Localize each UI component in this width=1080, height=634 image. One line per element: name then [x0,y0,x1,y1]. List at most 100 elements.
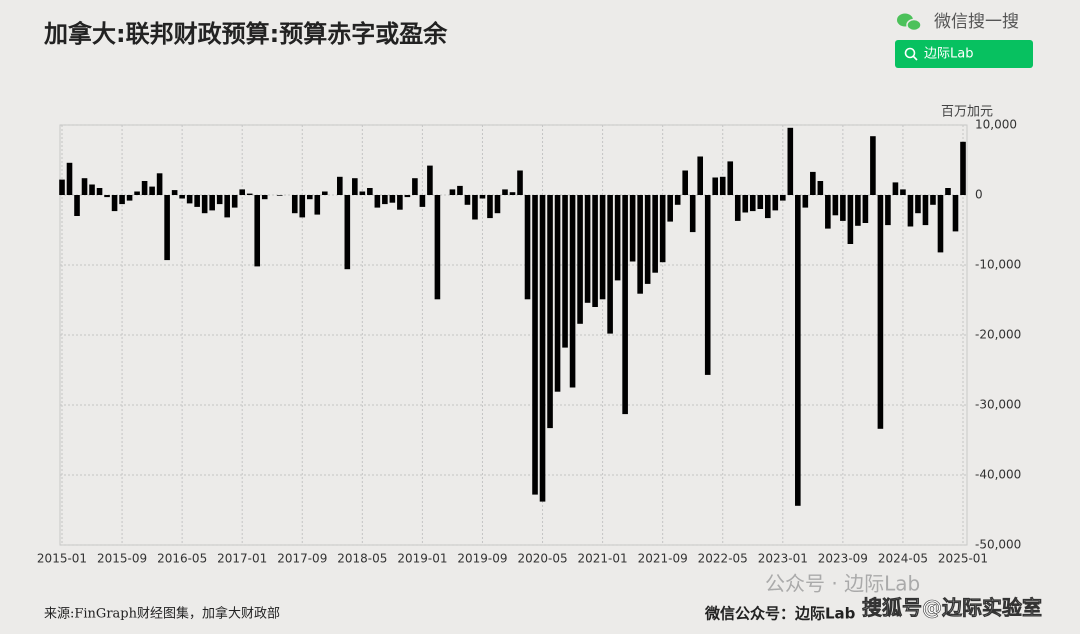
bar [554,195,561,392]
bar [306,195,313,200]
bar [502,189,508,195]
bar [261,195,268,200]
bar [89,184,95,195]
search-text: 边际Lab [924,47,973,62]
bar [922,195,929,226]
source: 来源:FinGraph财经图集，加拿大财政部 [44,606,280,622]
bar [276,195,283,196]
bar [870,136,876,195]
bar [111,195,118,212]
bar [832,195,839,216]
bar [764,195,771,219]
bar [592,195,598,307]
bar [389,195,396,203]
bar [862,195,869,223]
y-tick-label: -10,000 [975,258,1021,272]
bar [659,195,666,263]
bar [291,195,298,214]
bar [637,195,643,294]
bar [644,195,651,284]
bar [840,195,846,221]
bar [697,156,704,195]
footer-right: 微信公众号：边际Lab [704,605,856,623]
bar [186,195,193,204]
bar [321,191,328,195]
bar [427,165,433,195]
bar [682,170,688,195]
x-tick-label: 2023-09 [818,552,868,566]
bar [900,189,906,195]
bar [397,195,403,210]
bar [795,195,801,506]
x-tick-label: 2025-01 [938,552,988,566]
bar [584,195,591,303]
y-tick-label: 0 [975,188,983,202]
bar [772,195,779,211]
bar [892,182,899,195]
bar [749,195,756,212]
y-tick-label: 10,000 [975,118,1017,132]
bar [652,195,658,273]
bar [434,195,441,300]
bar [134,191,140,195]
bar [930,195,936,205]
bar [855,195,861,226]
bar [404,195,411,198]
bar [562,195,568,348]
bar [149,186,155,195]
bar [487,195,493,219]
x-tick-label: 2018-05 [337,552,387,566]
bar [119,195,125,205]
watermark: 公众号 · 边际Lab [765,572,920,596]
bar [945,188,951,195]
bar [569,195,576,388]
bar [952,195,959,232]
bar [494,195,501,214]
bar [66,162,73,195]
bar [449,189,456,195]
bar [539,195,546,502]
bar [299,195,306,218]
bar [209,195,215,211]
chart-title: 加拿大:联邦财政预算:预算赤字或盈余 [44,20,448,48]
bar [509,192,516,195]
sohu-watermark: 搜狐号@边际实验室 [862,596,1042,620]
x-tick-label: 2023-01 [758,552,808,566]
wechat-search: 微信搜一搜 [934,12,1019,32]
bar [719,176,726,195]
x-tick-label: 2021-09 [638,552,688,566]
bar [607,195,613,334]
bar [472,195,478,220]
bar [817,181,824,195]
search-icon [904,47,916,59]
bar [239,189,245,195]
bar [156,173,163,195]
x-tick-label: 2022-05 [698,552,748,566]
bar [164,195,170,261]
bar [885,195,891,226]
bar [524,195,531,300]
bar [352,178,358,195]
x-tick-label: 2020-05 [517,552,567,566]
bar [337,176,343,195]
bar [667,195,673,222]
bar [246,193,253,195]
bar [712,177,719,195]
bar [577,195,583,324]
bar [622,195,628,415]
bar [81,178,88,195]
bar [780,195,786,201]
bar [367,188,373,195]
x-tick-label: 2021-01 [578,552,628,566]
bar [532,195,538,495]
bar [216,195,223,205]
bar [457,185,463,195]
bar [254,195,261,267]
bar [960,141,966,195]
bar [810,171,816,195]
x-tick-label: 2015-09 [97,552,147,566]
bar [74,195,80,216]
search-box[interactable] [895,40,1033,68]
bar [374,195,381,208]
bar [314,195,321,215]
